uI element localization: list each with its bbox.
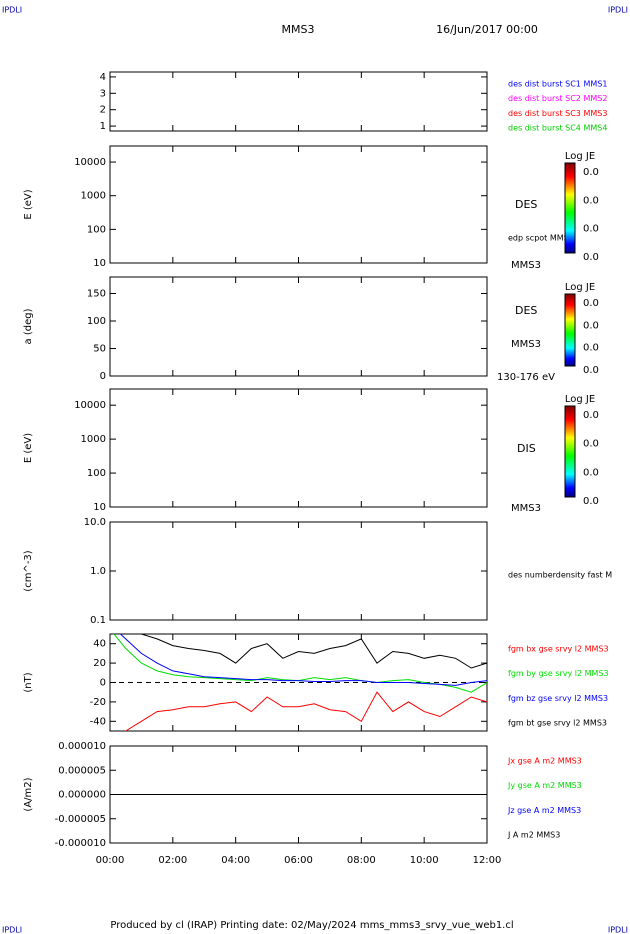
colorbar-label: 0.0 — [583, 365, 599, 376]
colorbar-title: Log JE — [565, 151, 595, 162]
logo: IPDLI — [2, 926, 22, 934]
legend-label: fgm by gse srvy l2 MMS3 — [508, 669, 609, 678]
series-line — [124, 691, 487, 731]
y-tick-label: 10000 — [74, 400, 106, 411]
y-tick-label: 100 — [87, 316, 106, 327]
colorbar — [564, 293, 576, 367]
annotation: edp scpot MMS3 — [508, 234, 574, 243]
y-axis-label: (nT) — [23, 672, 34, 692]
colorbar-label: 0.0 — [583, 298, 599, 309]
y-tick-label: 20 — [93, 658, 106, 669]
date-title: 16/Jun/2017 00:00 — [436, 23, 538, 36]
legend-label: Jx gse A m2 MMS3 — [507, 757, 582, 766]
x-tick-label: 06:00 — [284, 855, 313, 866]
legend-label: des dist burst SC2 MMS2 — [508, 94, 607, 103]
colorbar-label: 0.0 — [583, 252, 599, 263]
logo: IPDLI — [608, 926, 628, 934]
y-tick-label: 0.1 — [90, 615, 106, 626]
colorbar-label: 0.0 — [583, 439, 599, 450]
y-tick-label: -40 — [90, 716, 106, 727]
legend-label: Jy gse A m2 MMS3 — [507, 781, 582, 790]
spacecraft-title: MMS3 — [282, 23, 315, 36]
colorbar — [564, 162, 576, 254]
legend-label: des dist burst SC3 MMS3 — [508, 109, 607, 118]
annotation: MMS3 — [511, 260, 541, 271]
legend-label: fgm bx gse srvy l2 MMS3 — [508, 645, 609, 654]
annotation: DIS — [517, 442, 536, 455]
colorbar-label: 0.0 — [583, 496, 599, 507]
panel-frame — [109, 276, 488, 377]
y-axis-label: a (deg) — [23, 308, 34, 344]
colorbar-title: Log JE — [565, 394, 595, 405]
colorbar-label: 0.0 — [583, 167, 599, 178]
panel-frame — [109, 388, 488, 508]
annotation: 130-176 eV — [497, 372, 555, 383]
y-tick-label: 40 — [93, 639, 106, 650]
legend-label: Jz gse A m2 MMS3 — [507, 806, 581, 815]
y-tick-label: 1 — [100, 121, 106, 132]
colorbar-label: 0.0 — [583, 195, 599, 206]
footer: Produced by cl (IRAP) Printing date: 02/… — [110, 920, 513, 931]
y-axis-label: (A/m2) — [23, 777, 34, 811]
logo: IPDLI — [608, 6, 628, 15]
annotation: DES — [515, 304, 537, 317]
y-tick-label: 0.000010 — [58, 741, 106, 752]
y-tick-label: 100 — [87, 468, 106, 479]
y-tick-label: 50 — [93, 344, 106, 355]
panel-frame — [109, 145, 488, 264]
logo: IPDLI — [2, 6, 22, 15]
y-tick-label: 0 — [100, 678, 106, 689]
legend-label: fgm bt gse srvy l2 MMS3 — [508, 719, 607, 728]
y-tick-label: -0.000005 — [55, 814, 106, 825]
y-tick-label: -0.000010 — [55, 838, 106, 849]
y-tick-label: 2 — [100, 105, 106, 116]
y-tick-label: 150 — [87, 289, 106, 300]
colorbar-label: 0.0 — [583, 320, 599, 331]
x-tick-label: 12:00 — [473, 855, 502, 866]
x-tick-label: 02:00 — [158, 855, 187, 866]
y-tick-label: 100 — [87, 224, 106, 235]
y-tick-label: -20 — [90, 697, 106, 708]
y-tick-label: 0.000000 — [58, 790, 106, 801]
series-line — [140, 634, 487, 669]
legend-label: J A m2 MMS3 — [507, 831, 560, 840]
y-tick-label: 1.0 — [90, 566, 106, 577]
series-line — [119, 634, 487, 686]
colorbar-label: 0.0 — [583, 224, 599, 235]
colorbar-title: Log JE — [565, 282, 595, 293]
x-tick-label: 08:00 — [347, 855, 376, 866]
y-tick-label: 10000 — [74, 157, 106, 168]
colorbar-label: 0.0 — [583, 410, 599, 421]
y-tick-label: 1000 — [81, 191, 106, 202]
y-tick-label: 0 — [100, 371, 106, 382]
annotation: MMS3 — [511, 339, 541, 350]
annotation: DES — [515, 198, 537, 211]
y-axis-label: E (eV) — [23, 189, 34, 219]
legend-label: fgm bz gse srvy l2 MMS3 — [508, 694, 608, 703]
panel-frame — [109, 71, 488, 132]
colorbar-label: 0.0 — [583, 467, 599, 478]
annotation: des numberdensity fast M — [508, 571, 612, 580]
y-axis-label: (cm^-3) — [23, 550, 34, 591]
y-tick-label: 3 — [100, 88, 106, 99]
colorbar — [564, 405, 576, 498]
x-tick-label: 04:00 — [221, 855, 250, 866]
panel-frame — [109, 521, 488, 621]
y-tick-label: 0.000005 — [58, 765, 106, 776]
y-tick-label: 10 — [93, 258, 106, 269]
y-tick-label: 4 — [100, 72, 106, 83]
x-tick-label: 10:00 — [410, 855, 439, 866]
colorbar-label: 0.0 — [583, 343, 599, 354]
legend-label: des dist burst SC1 MMS1 — [508, 80, 607, 89]
legend-label: des dist burst SC4 MMS4 — [508, 124, 607, 133]
y-tick-label: 10.0 — [84, 517, 106, 528]
y-axis-label: E (eV) — [23, 433, 34, 463]
y-tick-label: 1000 — [81, 434, 106, 445]
x-tick-label: 00:00 — [96, 855, 125, 866]
annotation: MMS3 — [511, 503, 541, 514]
y-tick-label: 10 — [93, 502, 106, 513]
